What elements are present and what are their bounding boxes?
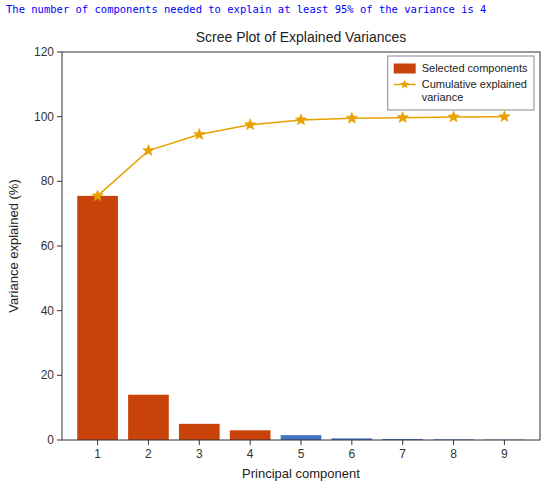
x-axis-label: Principal component [242, 466, 360, 481]
bar [281, 435, 322, 440]
marker [194, 128, 205, 139]
subtitle: The number of components needed to expla… [6, 3, 486, 15]
x-tick [301, 440, 302, 445]
y-tick-label: 20 [41, 368, 55, 382]
legend-swatch [394, 64, 416, 74]
marker [92, 190, 103, 201]
x-tick-label: 4 [247, 447, 254, 461]
y-tick-label: 40 [41, 304, 55, 318]
x-tick-label: 5 [298, 447, 305, 461]
y-tick [57, 375, 62, 376]
y-tick-label: 100 [34, 110, 54, 124]
y-tick-label: 80 [41, 174, 55, 188]
legend-label: Selected components [422, 62, 528, 74]
y-axis-label: Variance explained (%) [6, 179, 21, 312]
x-tick [402, 440, 403, 445]
x-tick-label: 2 [145, 447, 152, 461]
marker [499, 111, 510, 122]
x-tick-label: 9 [501, 447, 508, 461]
plot-frame [62, 52, 540, 440]
x-tick-label: 8 [450, 447, 457, 461]
x-tick [351, 440, 352, 445]
y-tick [57, 181, 62, 182]
x-tick [250, 440, 251, 445]
bar [77, 196, 118, 440]
marker [397, 112, 408, 123]
chart: The number of components needed to expla… [0, 0, 558, 488]
legend-box [388, 56, 534, 110]
marker [448, 111, 459, 122]
y-tick-label: 60 [41, 239, 55, 253]
x-tick-label: 1 [94, 447, 101, 461]
x-tick [453, 440, 454, 445]
y-tick [57, 52, 62, 53]
title: Scree Plot of Explained Variances [196, 29, 407, 45]
y-tick-label: 120 [34, 45, 54, 59]
x-tick [97, 440, 98, 445]
legend-label-line: Cumulative explained [422, 78, 527, 90]
x-tick-label: 3 [196, 447, 203, 461]
plot-area [77, 111, 524, 440]
y-tick [57, 116, 62, 117]
legend-label: Cumulative explainedvariance [422, 78, 527, 103]
marker [143, 145, 154, 156]
x-tick [148, 440, 149, 445]
y-tick [57, 440, 62, 441]
marker [244, 119, 255, 130]
x-tick [504, 440, 505, 445]
x-tick-label: 6 [349, 447, 356, 461]
y-tick [57, 310, 62, 311]
y-tick [57, 246, 62, 247]
x-tick-label: 7 [399, 447, 406, 461]
y-tick-label: 0 [47, 433, 54, 447]
legend: Selected components Cumulative explainedv… [388, 56, 534, 110]
x-tick [199, 440, 200, 445]
legend-label-line: Selected components [422, 62, 528, 74]
bar [179, 424, 220, 440]
bar [230, 430, 271, 440]
marker [295, 114, 306, 125]
legend-label-line: variance [422, 91, 464, 103]
marker [346, 112, 357, 123]
legend-marker [400, 80, 410, 89]
bar [128, 395, 169, 440]
line [98, 117, 505, 196]
